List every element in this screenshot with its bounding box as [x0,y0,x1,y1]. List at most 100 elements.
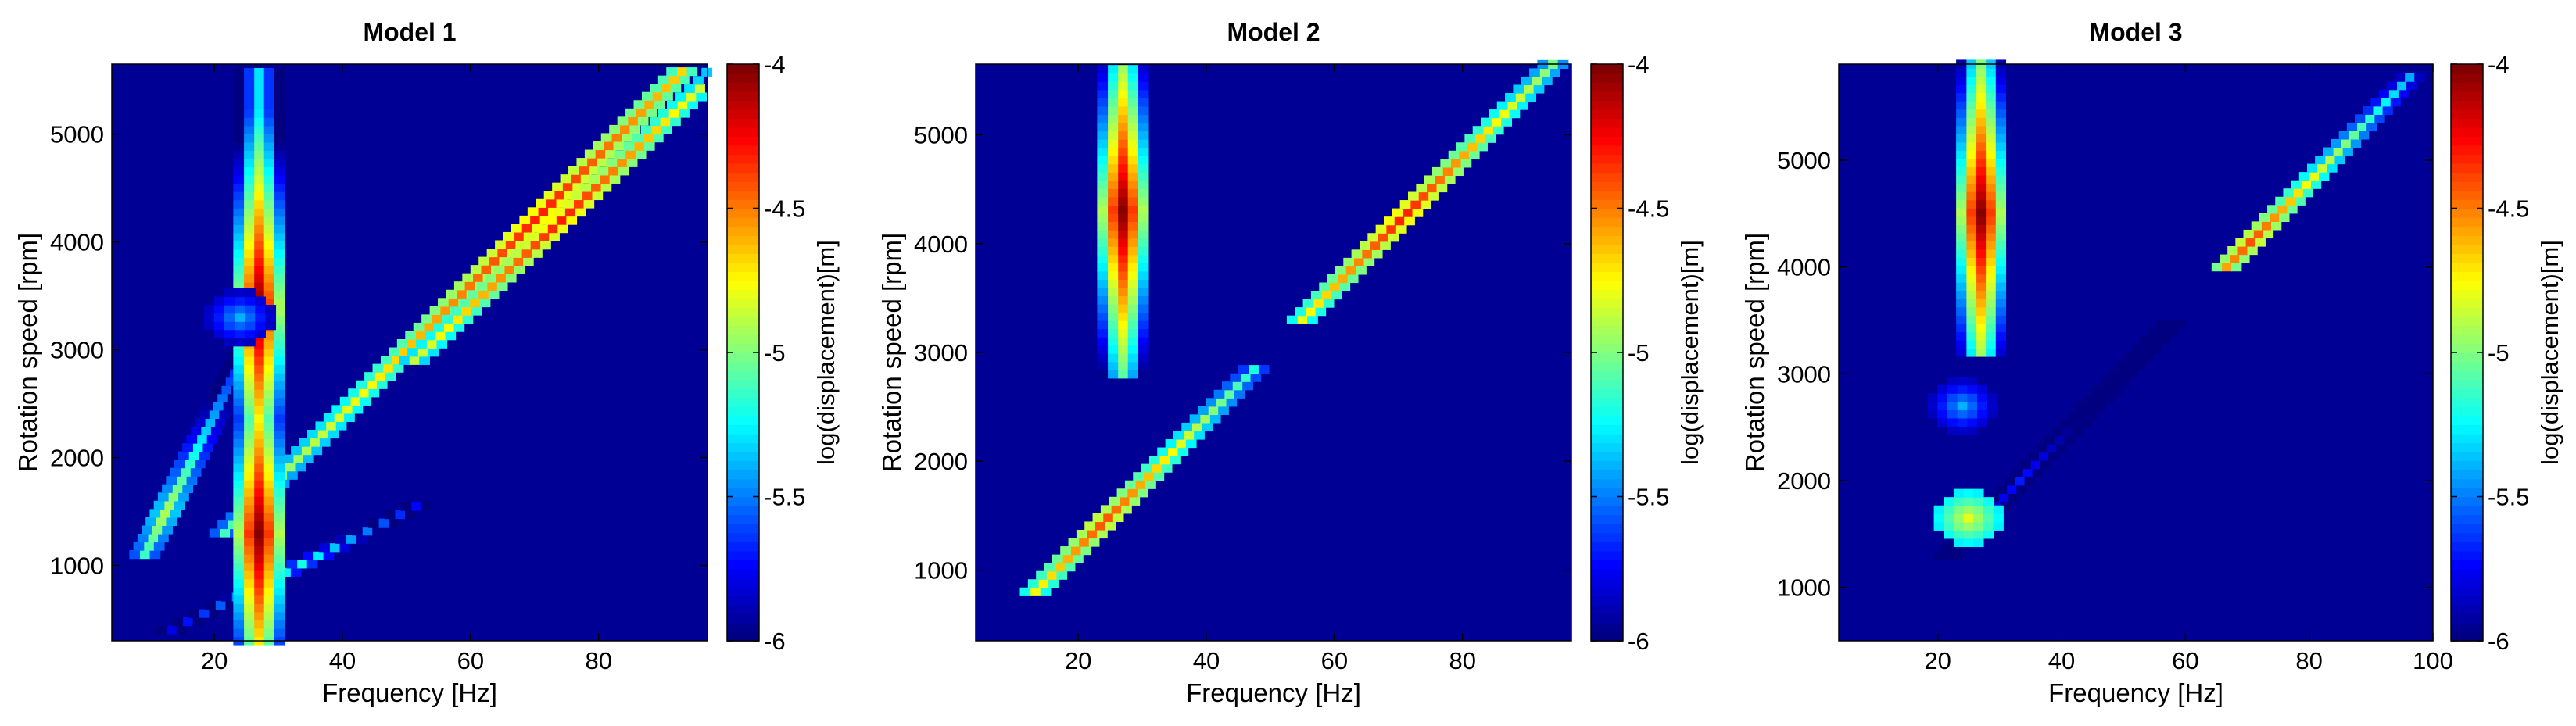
colorbar-segment [2451,451,2483,462]
colorbar-segment [727,334,759,345]
colorbar-segment [727,217,759,227]
resonance-cell [243,537,255,547]
resonance-cell [1127,147,1139,156]
blob-cell [1967,409,1978,419]
resonance-cell [263,249,275,259]
resonance-cell [263,141,275,151]
order-line-cell [1100,505,1112,514]
y-tick-label: 4000 [914,231,968,258]
resonance-cell [233,422,245,431]
colorbar-segment [1591,198,1623,209]
resonance-cell [1127,370,1139,379]
resonance-cell [1117,303,1129,313]
blob-cell [1957,409,1968,419]
colorbar-segment [727,631,759,642]
resonance-cell [253,628,265,638]
order-line-cell [1056,570,1068,580]
colorbar-segment [1591,181,1623,191]
order-line-cell [2151,345,2162,354]
order-line-cell [416,339,427,349]
resonance-cell [1097,295,1109,305]
order-line-cell [436,339,448,349]
order-line-cell [2062,427,2073,437]
order-line-cell [1539,68,1550,77]
resonance-cell [1138,156,1149,165]
order-line-cell [2134,353,2144,363]
colorbar-segment [2451,154,2483,164]
order-line-cell [1161,463,1173,473]
resonance-cell [263,422,275,431]
order-line-cell [1509,109,1521,119]
blob-cell [1944,513,1954,523]
resonance-cell [1097,163,1109,173]
resonance-cell [1097,139,1109,148]
resonance-cell [1976,331,1987,341]
order-line-cell [650,84,661,93]
resonance-cell [243,191,255,201]
colorbar-tick-label: -4 [1628,51,1650,78]
order-line-cell [1141,463,1152,473]
resonance-cell [1107,287,1119,296]
blob-cell [255,305,266,314]
resonance-cell [1976,290,1987,299]
order-line-cell [2364,114,2375,123]
colorbar-segment [727,560,759,570]
colorbar-segment [727,73,759,83]
colorbar-segment [1591,469,1623,480]
resonance-cell [1995,299,2007,308]
order-line-cell [2370,98,2381,107]
resonance-cell [1127,303,1139,313]
order-line-cell [1361,249,1373,259]
order-line-cell [2060,419,2071,428]
order-line-cell [2394,73,2406,82]
resonance-cell [1117,180,1129,189]
resonance-cell [1097,345,1109,354]
resonance-cell [263,216,275,225]
colorbar-segment [2451,307,2483,317]
resonance-cell [274,364,285,374]
colorbar-segment [1591,73,1623,83]
colorbar-segment [727,469,759,480]
colorbar-segment [2451,172,2483,182]
order-line-cell [2310,180,2322,189]
blob-cell [1977,417,1988,427]
order-line-cell [1410,200,1421,209]
resonance-cell [253,578,265,588]
resonance-cell [243,199,255,209]
order-line-cell [2044,435,2055,445]
colorbar-segment [1591,91,1623,101]
resonance-cell [1995,84,2007,94]
order-line-cell [679,75,690,84]
resonance-cell [253,76,265,85]
order-line-cell [616,158,628,167]
blob-cell [245,321,256,331]
order-line-cell [2006,485,2017,494]
order-line-cell [2315,156,2326,165]
colorbar-segment [2451,82,2483,92]
resonance-cell [1138,254,1149,263]
colorbar-segment [727,100,759,110]
colorbar-segment [727,154,759,164]
order-line-cell [2295,196,2306,206]
resonance-cell [1965,117,1977,127]
resonance-cell [1976,117,1987,127]
colorbar-segment [727,118,759,128]
order-line-cell [2132,345,2143,354]
resonance-cell [243,101,255,110]
order-line-cell [571,191,583,201]
order-line-cell [1297,315,1308,324]
order-line-cell [182,484,194,493]
blob-cell [1953,505,1965,514]
resonance-cell [263,208,275,217]
resonance-cell [1995,331,2007,341]
resonance-cell [1138,114,1149,123]
order-line-cell [156,517,167,527]
resonance-cell [253,438,265,448]
order-line-cell [166,476,177,485]
resonance-cell [263,570,275,580]
resonance-cell [1986,175,1997,184]
order-line-cell [572,182,584,191]
colorbar-tick-label: -4.5 [1628,195,1669,223]
order-line-cell [446,289,457,299]
